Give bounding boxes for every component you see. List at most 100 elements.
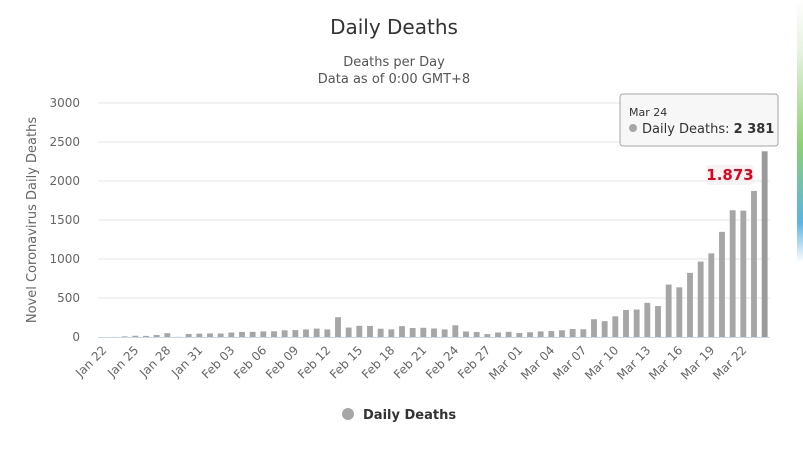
bar-feb-27[interactable] (484, 334, 491, 337)
bar-feb-06[interactable] (260, 331, 267, 337)
x-tick-label: Mar 19 (678, 343, 717, 382)
x-tick-label: Mar 04 (518, 343, 557, 382)
bar-mar-17[interactable] (687, 272, 693, 337)
x-tick-label: Feb 12 (295, 343, 333, 381)
legend-marker (342, 408, 354, 420)
bar-mar-08[interactable] (591, 319, 597, 337)
bar-feb-21[interactable] (420, 327, 427, 337)
bar-mar-11[interactable] (623, 310, 629, 337)
legend-item-daily-deaths[interactable]: Daily Deaths (342, 408, 456, 423)
x-tick-label: Feb 24 (423, 343, 461, 381)
bar-mar-22[interactable] (740, 210, 747, 337)
bar-feb-19[interactable] (399, 326, 405, 337)
x-tick-label: Feb 18 (359, 343, 397, 381)
tooltip-value: 2 381 (734, 122, 775, 137)
bar-feb-15[interactable] (356, 325, 363, 337)
y-tick-label: 500 (57, 291, 80, 305)
tooltip-series-label: Daily Deaths (642, 122, 725, 137)
y-axis-title: Novel Coronavirus Daily Deaths (25, 117, 40, 323)
annotation-background (706, 164, 754, 185)
bar-feb-23[interactable] (441, 329, 448, 337)
bar-mar-14[interactable] (655, 306, 661, 337)
bar-feb-17[interactable] (377, 328, 384, 337)
legend-label: Daily Deaths (363, 408, 456, 423)
bar-feb-26[interactable] (473, 332, 480, 337)
x-tick-label: Mar 22 (710, 343, 749, 382)
x-tick-label: Feb 15 (327, 343, 365, 381)
bar-feb-08[interactable] (281, 330, 288, 337)
bar-feb-20[interactable] (409, 328, 416, 337)
tooltip-series-name: Daily Deaths: 2 381 (642, 122, 774, 137)
x-tick-label: Mar 16 (646, 343, 685, 382)
x-tick-label: Mar 13 (614, 343, 653, 382)
x-tick-label: Feb 03 (199, 343, 237, 381)
bar-jan-26[interactable] (143, 335, 149, 337)
bar-mar-05[interactable] (559, 330, 565, 337)
bar-mar-01[interactable] (516, 333, 523, 337)
x-tick-label: Feb 21 (391, 343, 429, 381)
bar-series (111, 151, 768, 337)
bar-mar-10[interactable] (612, 316, 619, 337)
bar-feb-18[interactable] (388, 329, 395, 337)
bar-mar-13[interactable] (644, 302, 651, 337)
y-tick-label: 3000 (49, 96, 80, 110)
bar-jan-27[interactable] (153, 334, 160, 337)
bar-jan-24[interactable] (121, 336, 128, 337)
bar-feb-16[interactable] (367, 325, 373, 337)
bar-feb-22[interactable] (431, 328, 437, 337)
bar-feb-01[interactable] (207, 333, 213, 337)
bar-mar-02[interactable] (527, 332, 533, 337)
bar-annotation-label: 1.873 (706, 166, 753, 184)
bar-jan-31[interactable] (196, 333, 203, 337)
bar-feb-12[interactable] (324, 329, 331, 337)
bar-feb-29[interactable] (505, 331, 512, 337)
bar-feb-03[interactable] (228, 332, 235, 337)
y-tick-label: 1000 (49, 252, 80, 266)
bar-mar-06[interactable] (569, 328, 576, 337)
chart-subtitle-line-1: Deaths per Day (343, 55, 445, 70)
bar-feb-24[interactable] (452, 325, 459, 337)
bar-mar-16[interactable] (676, 287, 683, 337)
chart-title: Daily Deaths (330, 15, 458, 39)
x-tick-label: Feb 09 (263, 343, 301, 381)
bar-mar-20[interactable] (719, 231, 725, 337)
bar-mar-21[interactable] (729, 210, 736, 337)
tooltip-box (619, 93, 779, 147)
bar-feb-04[interactable] (239, 331, 245, 337)
bar-mar-07[interactable] (580, 329, 587, 337)
bar-jan-30[interactable] (185, 334, 192, 337)
bar-feb-05[interactable] (249, 331, 256, 337)
bar-feb-13[interactable] (335, 317, 341, 337)
annotation-layer: 1.873 (706, 164, 754, 185)
bar-mar-09[interactable] (601, 321, 608, 337)
bar-mar-12[interactable] (633, 309, 640, 337)
bar-mar-24[interactable] (761, 151, 768, 337)
y-tick-label: 0 (72, 330, 80, 344)
bar-feb-07[interactable] (271, 331, 277, 337)
tooltip: Mar 24 Daily Deaths: 2 381 (619, 93, 779, 147)
bar-mar-15[interactable] (665, 284, 672, 337)
bar-mar-03[interactable] (537, 331, 544, 337)
bar-mar-04[interactable] (548, 331, 555, 337)
x-tick-label: Jan 31 (168, 343, 205, 380)
bar-feb-11[interactable] (313, 328, 320, 337)
x-tick-label: Jan 25 (104, 343, 141, 380)
bar-mar-23[interactable] (751, 190, 757, 337)
bar-feb-25[interactable] (463, 331, 469, 337)
y-axis-ticks: 0 500 1000 1500 2000 2500 3000 (49, 96, 80, 344)
bar-jan-25[interactable] (132, 335, 139, 337)
bar-feb-28[interactable] (495, 332, 501, 337)
bar-feb-10[interactable] (303, 329, 309, 337)
bar-feb-14[interactable] (345, 327, 352, 337)
tooltip-colon: : (725, 122, 734, 137)
side-decoration (797, 0, 803, 262)
bar-jan-28[interactable] (164, 333, 171, 337)
bar-mar-19[interactable] (708, 253, 715, 337)
bar-feb-02[interactable] (217, 333, 224, 337)
x-tick-label: Feb 06 (231, 343, 269, 381)
bar-mar-18[interactable] (697, 261, 704, 337)
bar-feb-09[interactable] (292, 330, 299, 337)
y-tick-label: 2000 (49, 174, 80, 188)
